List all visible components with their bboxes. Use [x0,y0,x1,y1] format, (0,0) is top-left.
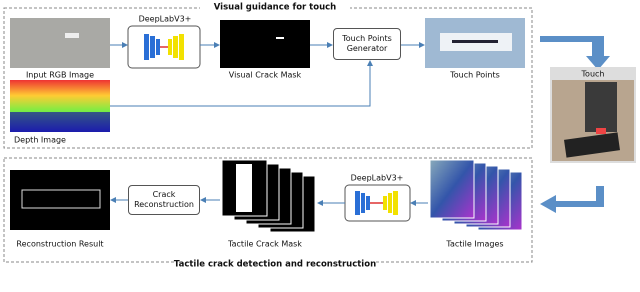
rgb-image [10,18,110,68]
title-bg [175,258,375,270]
big-arrow [540,36,610,70]
result-image [10,170,110,230]
tactile-mask-stack [221,159,316,233]
arrow [110,197,428,206]
crack-mask [276,37,284,39]
network-icon [355,191,398,215]
big-arrow [540,186,604,213]
label: Tactile Images [445,240,503,249]
label: Reconstruction Result [16,240,103,249]
touch-photo [564,132,620,158]
panel-title: Visual guidance for touch [214,3,336,13]
panel-title: Tactile crack detection and reconstructi… [174,260,376,270]
label: Depth Image [14,136,66,145]
title-bg [200,2,350,13]
network-icon [144,34,184,60]
label: Touch Points [449,71,500,80]
tactile-images [429,159,523,231]
top-panel [3,7,533,149]
label: Input RGB Image [26,71,94,80]
result-image [21,189,101,209]
label: Tactile Crack Mask [227,240,302,249]
label: DeepLabV3+ [139,15,192,24]
label: Visual Crack Mask [229,71,302,80]
reconstruction-box: Crack Reconstruction [128,185,200,215]
touch-photo [585,82,617,132]
generator-box: Touch Points Generator [333,28,401,60]
crack-mask [220,20,310,68]
label: Touch [581,70,605,79]
touch-points-image [452,40,498,43]
rgb-image [65,33,79,38]
touch-photo [596,128,606,134]
arrow [110,42,425,107]
label: DeepLabV3+ [351,174,404,183]
depth-image [10,112,110,132]
